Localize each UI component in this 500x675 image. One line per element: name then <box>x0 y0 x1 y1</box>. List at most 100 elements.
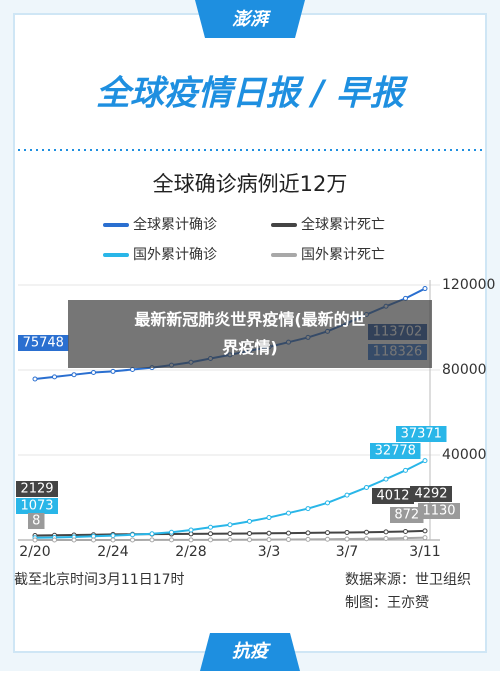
point <box>383 535 389 541</box>
data-label: 4292 <box>414 487 447 502</box>
overlay-caption: 最新新冠肺炎世界疫情(最新的世界疫情) <box>134 310 365 357</box>
point <box>169 529 174 535</box>
point <box>403 528 408 534</box>
point <box>325 536 330 542</box>
x-tick-label: 2/20 <box>19 544 50 560</box>
point <box>403 295 408 301</box>
point <box>130 537 135 543</box>
data-label-box <box>370 443 421 459</box>
point <box>91 537 96 543</box>
chart-title: 全球确诊病例近12万 <box>153 172 348 196</box>
point <box>286 530 291 536</box>
point <box>383 476 389 482</box>
point <box>32 537 38 543</box>
point <box>383 529 389 535</box>
data-label-box <box>410 486 452 502</box>
point <box>247 518 252 524</box>
point <box>91 370 96 376</box>
point <box>364 484 369 490</box>
point <box>247 537 252 543</box>
point <box>71 372 77 378</box>
data-label: 1073 <box>20 499 53 514</box>
legend-label: 全球累计死亡 <box>301 216 385 233</box>
y-tick-label: 40000 <box>442 447 487 463</box>
point <box>403 535 408 541</box>
data-label: 75748 <box>23 336 64 351</box>
y-tick-label: 80000 <box>442 362 487 378</box>
data-label-box <box>18 335 69 351</box>
point <box>305 506 311 512</box>
point <box>208 524 213 530</box>
data-label-box <box>390 507 424 523</box>
point <box>110 537 116 543</box>
point <box>266 515 272 521</box>
point <box>130 532 135 538</box>
data-label-box <box>16 498 58 514</box>
point <box>344 529 350 535</box>
point <box>344 492 350 498</box>
data-label: 872 <box>394 508 419 523</box>
point <box>266 537 272 543</box>
data-label: 2129 <box>20 482 53 497</box>
point <box>71 537 77 543</box>
footer-tag: 抗疫 <box>232 641 271 662</box>
point <box>149 537 155 543</box>
point <box>325 530 330 536</box>
data-label: 37371 <box>401 427 442 442</box>
data-label: 1130 <box>422 504 455 519</box>
point <box>32 376 38 382</box>
data-label-box <box>28 513 45 529</box>
data-label: 32778 <box>375 444 416 459</box>
point <box>305 530 311 536</box>
point <box>208 531 213 537</box>
point <box>422 286 428 292</box>
x-tick-label: 2/28 <box>175 544 206 560</box>
footer-source: 数据来源：世卫组织 <box>345 572 471 588</box>
point <box>227 537 233 543</box>
point <box>422 528 428 534</box>
point <box>188 527 194 533</box>
point <box>344 536 350 542</box>
legend-label: 全球累计确诊 <box>133 216 217 233</box>
point <box>286 510 291 516</box>
x-tick-label: 3/3 <box>258 544 281 560</box>
x-tick-label: 3/7 <box>336 544 359 560</box>
point <box>52 537 57 543</box>
data-label-box <box>396 426 447 442</box>
point <box>364 529 369 535</box>
overlay-banner <box>68 300 432 368</box>
point <box>247 530 252 536</box>
point <box>305 536 311 542</box>
point <box>422 458 428 464</box>
point <box>149 531 155 537</box>
footer-time: 截至北京时间3月11日17时 <box>14 572 185 588</box>
logo: 澎湃 <box>232 9 272 30</box>
y-tick-label: 120000 <box>442 277 495 293</box>
legend-label: 国外累计确诊 <box>133 247 217 263</box>
point <box>130 366 135 372</box>
point <box>208 537 213 543</box>
point <box>110 533 116 539</box>
data-label-box <box>372 488 414 504</box>
point <box>266 530 272 536</box>
point <box>364 536 369 542</box>
point <box>422 535 428 541</box>
data-label: 8 <box>32 514 40 529</box>
data-label: 4012 <box>376 489 409 504</box>
point <box>227 522 233 528</box>
tag-tab <box>200 633 300 671</box>
page-title: 全球疫情日报 / 早报 <box>96 74 409 114</box>
point <box>325 500 330 506</box>
point <box>169 537 174 543</box>
x-tick-label: 3/11 <box>409 544 440 560</box>
point <box>52 374 57 380</box>
point <box>188 537 194 543</box>
point <box>110 368 116 374</box>
data-label-box <box>16 481 58 497</box>
point <box>403 467 408 473</box>
footer-author: 制图：王亦赟 <box>345 594 429 611</box>
legend-label: 国外累计死亡 <box>301 247 385 263</box>
point <box>286 537 291 543</box>
